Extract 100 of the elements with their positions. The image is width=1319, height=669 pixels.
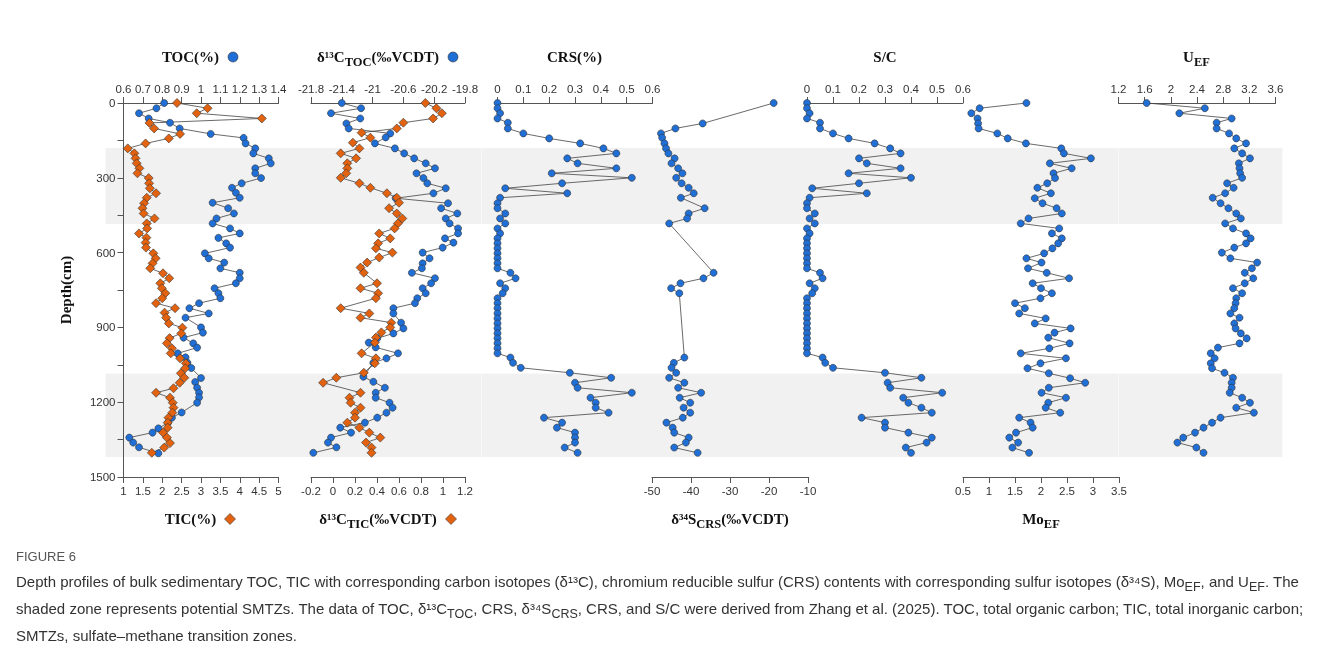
- x-tick-label: 2.5: [173, 485, 190, 497]
- x-tick-label: 3: [1089, 485, 1097, 497]
- x2-tick-label: 1.3: [250, 83, 267, 95]
- x-tick-label: 2.5: [1059, 485, 1075, 497]
- y-tick-label: 900: [95, 321, 115, 334]
- point: [675, 393, 684, 402]
- x-axis-title: δ¹³C$_{TIC}$(‰VCDT): [319, 511, 437, 531]
- point: [677, 193, 685, 202]
- x2-tick-label: -21.8: [297, 83, 325, 95]
- point: [684, 183, 693, 192]
- x-tick-label: 1.2: [1110, 83, 1126, 95]
- x2-tick-label: -21.4: [328, 83, 356, 95]
- x-tick-label: 0: [329, 485, 337, 497]
- point: [664, 149, 673, 158]
- text: Depth profiles of bulk sedimentary TOC, TIC with corresponding carbon isotopes (δ¹³C), chromium reducible sulfur (CRS) contents with corresponding sulfur isotopes (δ³⁴S), Mo$_{EF}$, and U$_{EF}$. The shaded zone represents potential SMTZs. The data of TOC, δ¹³C$_{TOC}$, CRS, δ³⁴S$_{CRS}$, CRS, and S/C were derived from Zhang et al. (2025). TOC, total organic carbon; TIC, total inorganic carbon; SMTZs, sulfate–methane transition zones.: [16, 573, 1304, 644]
- point: [682, 438, 690, 447]
- point: [672, 174, 680, 182]
- point: [671, 124, 680, 133]
- x-tick-label: 0.4: [903, 83, 920, 95]
- point: [662, 418, 671, 427]
- x2-axis-title: TOC(%): [161, 49, 220, 65]
- x-tick-label: 1.2: [457, 485, 473, 497]
- y-tick-label: 1500: [89, 471, 115, 483]
- point: [700, 204, 709, 213]
- x-tick-label: -50: [643, 485, 661, 497]
- x-axis-title: U$_{EF}$: [1183, 49, 1210, 69]
- x-tick-label: 0.3: [877, 83, 893, 95]
- x-tick-label: 0.5: [618, 83, 635, 95]
- x-tick-label: 0.3: [566, 83, 583, 95]
- x2-tick-label: 1.4: [270, 83, 287, 95]
- y-axis-title: Depth(cm): [57, 255, 75, 325]
- x-tick-label: 3.6: [1267, 83, 1283, 95]
- x-tick-label: 2.8: [1214, 83, 1231, 95]
- x-axis-title: δ³⁴S$_{CRS}$(‰VCDT): [671, 511, 789, 531]
- x2-axis-title: δ¹³C$_{TOC}$(‰VCDT): [317, 49, 439, 69]
- point: [709, 269, 718, 277]
- x-tick-label: 1.5: [134, 485, 151, 497]
- x-tick-label: 1.5: [1007, 485, 1023, 497]
- x-tick-label: 3.2: [1240, 83, 1257, 95]
- point: [672, 368, 680, 377]
- x-tick-label: 0.1: [825, 83, 841, 95]
- x-tick-label: 1.6: [1136, 83, 1153, 95]
- x-tick-label: 0: [493, 83, 501, 95]
- x2-tick-label: 0.9: [173, 83, 190, 95]
- x-tick-label: 2.4: [1188, 83, 1206, 95]
- point: [667, 159, 676, 168]
- point: [693, 449, 702, 457]
- x2-tick-label: -21: [364, 83, 381, 95]
- x2-tick-label: 0.7: [134, 83, 151, 95]
- x-tick-label: 0.6: [955, 83, 971, 95]
- point: [665, 373, 673, 382]
- point: [698, 119, 707, 128]
- x-tick-label: 4: [236, 485, 244, 497]
- point: [689, 189, 698, 198]
- point: [680, 353, 689, 362]
- x-tick-label: 0.1: [514, 83, 531, 95]
- y-tick-label: 300: [95, 171, 115, 184]
- point: [670, 443, 679, 452]
- point: [676, 279, 685, 288]
- x2-tick-label: -20.6: [390, 83, 417, 95]
- x-tick-label: 1: [439, 485, 447, 497]
- x-tick-label: -20: [760, 485, 778, 497]
- x2-tick-label: -19.8: [451, 83, 479, 95]
- point: [699, 274, 708, 283]
- x-tick-label: 0.2: [851, 83, 867, 95]
- x-tick-label: 4.5: [250, 485, 267, 497]
- point: [686, 408, 695, 417]
- point: [686, 398, 695, 407]
- point: [667, 363, 676, 372]
- x-tick-label: 3: [197, 485, 204, 497]
- x-tick-label: 3.5: [1111, 485, 1127, 497]
- point: [697, 388, 705, 397]
- x-tick-label: 0.2: [347, 485, 363, 497]
- x-tick-label: 0: [803, 83, 811, 95]
- point: [680, 378, 689, 387]
- x-tick-label: -40: [682, 485, 700, 497]
- x2-tick-label: 1.1: [211, 83, 228, 95]
- point: [667, 284, 675, 293]
- point: [677, 179, 686, 188]
- x2-tick-label: -20.2: [421, 83, 448, 95]
- x-tick-label: 0.6: [644, 83, 660, 95]
- y-tick-label: 0: [108, 97, 115, 109]
- point: [679, 403, 688, 412]
- x-tick-label: -30: [721, 485, 739, 497]
- x-tick-label: 0.5: [929, 83, 945, 95]
- point: [665, 219, 673, 228]
- point: [683, 214, 691, 223]
- x-tick-label: -0.2: [301, 485, 321, 497]
- y-tick-label: 1200: [89, 396, 115, 409]
- point: [678, 169, 687, 178]
- text: FIGURE 6: [16, 548, 77, 566]
- x-tick-label: 2: [1037, 485, 1045, 497]
- x-tick-label: 0.2: [540, 83, 557, 95]
- point: [670, 428, 679, 437]
- x-tick-label: 0.4: [369, 485, 386, 497]
- point: [675, 289, 684, 298]
- x-tick-label: 2: [1167, 83, 1174, 95]
- y-tick-label: 600: [95, 246, 115, 259]
- x-tick-label: 3.5: [211, 485, 228, 497]
- point: [679, 413, 687, 422]
